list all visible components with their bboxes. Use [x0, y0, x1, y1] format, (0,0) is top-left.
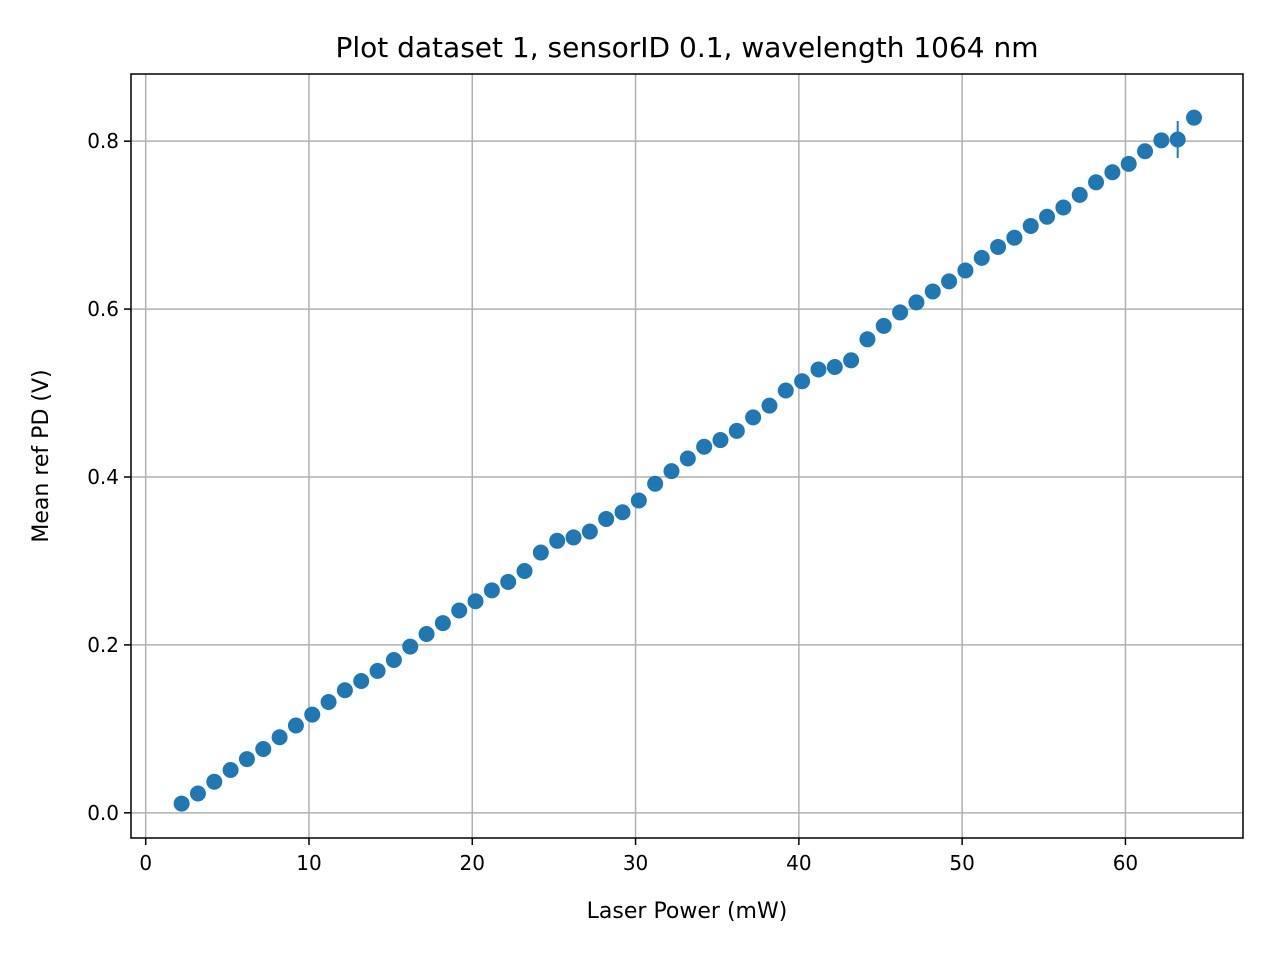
data-point	[1071, 186, 1088, 203]
data-point	[1055, 199, 1072, 216]
data-point	[598, 510, 615, 527]
y-axis-label: Mean ref PD (V)	[29, 369, 54, 542]
data-point	[336, 682, 353, 699]
data-point	[189, 785, 206, 802]
y-tick-label: 0.0	[87, 801, 119, 825]
data-point	[271, 729, 288, 746]
grid-lines	[131, 74, 1243, 838]
data-point	[516, 563, 533, 580]
data-point	[320, 693, 337, 710]
data-point	[565, 529, 582, 546]
data-point	[1104, 164, 1121, 181]
y-tick-label: 0.2	[87, 633, 119, 657]
data-point	[630, 492, 647, 509]
x-tick-label: 20	[460, 851, 485, 875]
data-point	[957, 262, 974, 279]
y-tick-label: 0.8	[87, 129, 119, 153]
data-point	[402, 638, 419, 655]
data-point	[777, 382, 794, 399]
data-point	[892, 304, 909, 321]
x-tick-label: 50	[949, 851, 974, 875]
x-tick-label: 30	[623, 851, 648, 875]
data-point	[1088, 174, 1105, 191]
data-point	[483, 582, 500, 599]
data-point	[973, 249, 990, 266]
data-point	[434, 615, 451, 632]
data-point	[532, 544, 549, 561]
chart-title: Plot dataset 1, sensorID 0.1, wavelength…	[335, 31, 1038, 64]
data-point	[1153, 132, 1170, 149]
data-point	[810, 361, 827, 378]
data-point	[859, 331, 876, 348]
data-point	[1137, 143, 1154, 160]
data-point	[875, 317, 892, 334]
data-point	[1022, 217, 1039, 234]
data-points	[173, 109, 1203, 812]
x-tick-label: 60	[1113, 851, 1138, 875]
data-point	[549, 532, 566, 549]
data-point	[222, 761, 239, 778]
data-point	[728, 422, 745, 439]
y-tick-label: 0.4	[87, 465, 119, 489]
data-point	[614, 504, 631, 521]
data-point	[696, 438, 713, 455]
data-point	[255, 741, 272, 758]
data-point	[1006, 229, 1023, 246]
data-point	[794, 373, 811, 390]
data-point	[647, 475, 664, 492]
data-point	[500, 573, 517, 590]
data-point	[369, 662, 386, 679]
x-tick-label: 40	[786, 851, 811, 875]
data-point	[745, 409, 762, 426]
data-point	[663, 463, 680, 480]
data-point	[206, 773, 223, 790]
data-point	[1120, 155, 1137, 172]
data-point	[173, 795, 190, 812]
data-point	[1039, 208, 1056, 225]
data-point	[1169, 131, 1186, 148]
data-point	[1186, 109, 1203, 126]
data-point	[712, 432, 729, 449]
data-point	[467, 593, 484, 610]
data-point	[941, 273, 958, 290]
data-point	[385, 652, 402, 669]
data-point	[908, 294, 925, 311]
data-point	[924, 283, 941, 300]
data-point	[238, 751, 255, 768]
x-axis-label: Laser Power (mW)	[587, 899, 788, 924]
data-point	[581, 523, 598, 540]
y-tick-label: 0.6	[87, 297, 119, 321]
data-point	[990, 238, 1007, 255]
data-point	[679, 450, 696, 467]
data-point	[761, 397, 778, 414]
data-point	[304, 706, 321, 723]
data-point	[418, 625, 435, 642]
data-point	[353, 673, 370, 690]
axis-ticks: 0 10 20 30 40 50 60 0.0 0.2 0.4 0.6 0.8	[87, 129, 1138, 875]
x-tick-label: 10	[296, 851, 321, 875]
data-point	[287, 717, 304, 734]
plot-frame	[130, 73, 1244, 839]
x-tick-label: 0	[139, 851, 152, 875]
data-point	[451, 602, 468, 619]
data-point	[843, 352, 860, 369]
data-point	[826, 359, 843, 376]
